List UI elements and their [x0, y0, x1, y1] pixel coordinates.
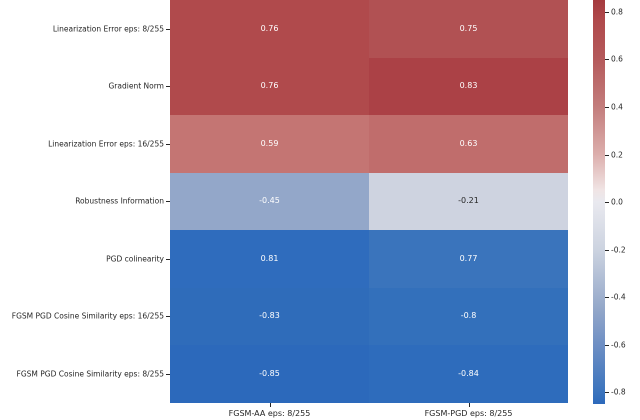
col-label: FGSM-AA eps: 8/255: [228, 408, 311, 418]
colorbar-tick-label: 0.6: [611, 54, 623, 64]
row-label: FGSM PGD Cosine Similarity eps: 8/255: [16, 369, 164, 378]
colorbar-gradient: [593, 0, 605, 404]
heatmap-grid: 0.76 0.75 0.76 0.83 0.59 0.63 -0.45 -0.21 0.81 0.…: [170, 0, 568, 403]
row-label: Gradient Norm: [108, 81, 165, 91]
heatmap-cell: -0.84: [369, 345, 568, 403]
heatmap-cell: -0.45: [170, 172, 369, 230]
col-tick: [468, 402, 470, 407]
heatmap-cell: -0.83: [170, 287, 369, 345]
row-tick: [166, 28, 170, 30]
cell-value: -0.83: [259, 311, 280, 321]
row-tick: [166, 316, 170, 318]
heatmap-cell: 0.77: [369, 230, 568, 288]
colorbar-tick: [605, 249, 609, 251]
colorbar-tick: [605, 11, 609, 13]
heatmap-cell: 0.59: [170, 115, 369, 173]
colorbar-tick-label: -0.2: [611, 244, 626, 254]
colorbar-tick-label: 0.8: [611, 7, 623, 17]
colorbar: 0.8 0.6 0.4 0.2 0.0 -0.2 -0.4 -0.6 -0.8: [593, 0, 635, 404]
cell-value: -0.45: [259, 196, 280, 206]
row-tick: [166, 86, 170, 88]
cell-value: 0.75: [459, 23, 478, 33]
row-label: FGSM PGD Cosine Similarity eps: 16/255: [11, 311, 164, 321]
colorbar-tick-label: -0.8: [611, 387, 626, 397]
cell-value: -0.84: [458, 368, 479, 378]
colorbar-tick: [605, 106, 609, 108]
colorbar-tick: [605, 202, 609, 203]
cell-value: 0.59: [260, 138, 279, 148]
col-label: FGSM-PGD eps: 8/255: [424, 408, 513, 418]
cell-value: 0.77: [459, 253, 478, 263]
colorbar-tick: [605, 297, 609, 299]
colorbar-tick: [605, 344, 609, 346]
row-tick: [166, 373, 170, 375]
colorbar-tick: [605, 154, 609, 156]
heatmap-cell: -0.8: [369, 287, 568, 345]
cell-value: 0.63: [459, 138, 478, 148]
heatmap-cell: 0.76: [170, 0, 369, 58]
row-label: Robustness Information: [75, 196, 164, 206]
cell-value: -0.21: [458, 196, 479, 206]
row-label: Linearization Error eps: 16/255: [48, 139, 164, 148]
heatmap-cell: 0.63: [369, 115, 568, 173]
colorbar-tick-label: -0.6: [611, 339, 626, 349]
cell-value: 0.76: [260, 23, 279, 33]
cell-value: 0.83: [459, 81, 478, 91]
row-label: Linearization Error eps: 8/255: [52, 24, 164, 33]
cell-value: -0.8: [460, 311, 477, 321]
heatmap-cell: 0.83: [369, 57, 568, 115]
colorbar-tick-label: 0.0: [611, 197, 623, 207]
colorbar-tick: [605, 392, 609, 394]
heatmap-cell: 0.81: [170, 230, 369, 288]
colorbar-tick-label: 0.4: [611, 102, 623, 112]
cell-value: -0.85: [259, 368, 280, 378]
heatmap-cell: 0.75: [369, 0, 568, 58]
cell-value: 0.81: [260, 253, 279, 263]
heatmap-cell: -0.21: [369, 172, 568, 230]
row-tick: [166, 258, 170, 260]
cell-value: 0.76: [260, 81, 279, 91]
row-tick: [166, 143, 170, 145]
col-tick: [269, 402, 271, 407]
colorbar-tick-label: -0.4: [611, 292, 626, 302]
colorbar-tick: [605, 59, 609, 61]
colorbar-tick-label: 0.2: [611, 149, 623, 159]
row-tick: [166, 201, 170, 203]
row-label: PGD colinearity: [106, 254, 164, 263]
heatmap-cell: -0.85: [170, 345, 369, 403]
heatmap-cell: 0.76: [170, 57, 369, 115]
